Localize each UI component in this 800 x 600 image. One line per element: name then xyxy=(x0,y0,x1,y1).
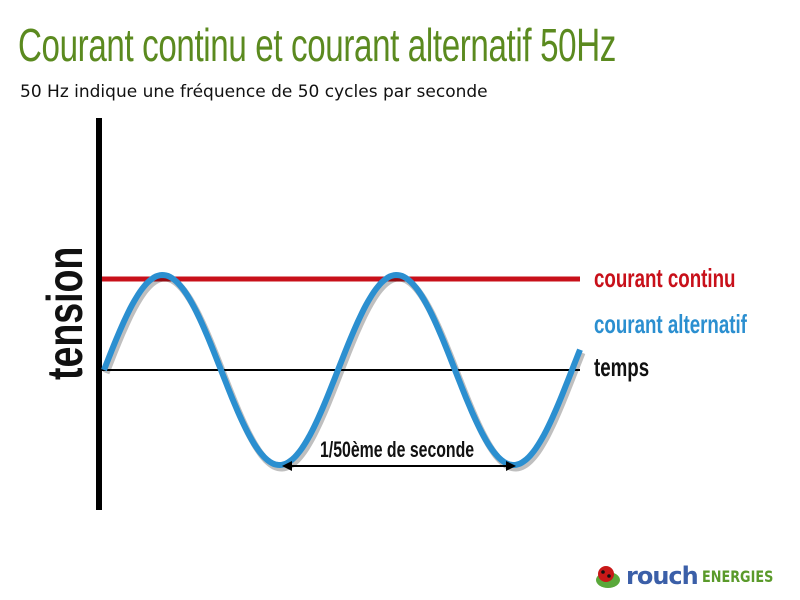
y-axis-label: tension xyxy=(37,246,93,380)
page-title: Courant continu et courant alternatif 50… xyxy=(18,19,616,71)
time-label: temps xyxy=(594,352,650,382)
ac-wave xyxy=(101,271,583,469)
subtitle: 50 Hz indique une fréquence de 50 cycles… xyxy=(20,82,488,102)
logo-text-energies: ENERGIES xyxy=(701,566,774,586)
period-arrowhead-right xyxy=(506,461,516,471)
period-label: 1/50ème de seconde xyxy=(320,437,475,462)
ladybug-leaf-icon xyxy=(596,566,620,588)
vertical-axis xyxy=(96,118,102,510)
ac-label: courant alternatif xyxy=(594,309,747,339)
logo: rouch ENERGIES xyxy=(594,562,791,590)
logo-text-rouch: rouch xyxy=(626,562,699,590)
period-arrowhead-left xyxy=(282,461,292,471)
dc-label: courant continu xyxy=(594,263,736,293)
